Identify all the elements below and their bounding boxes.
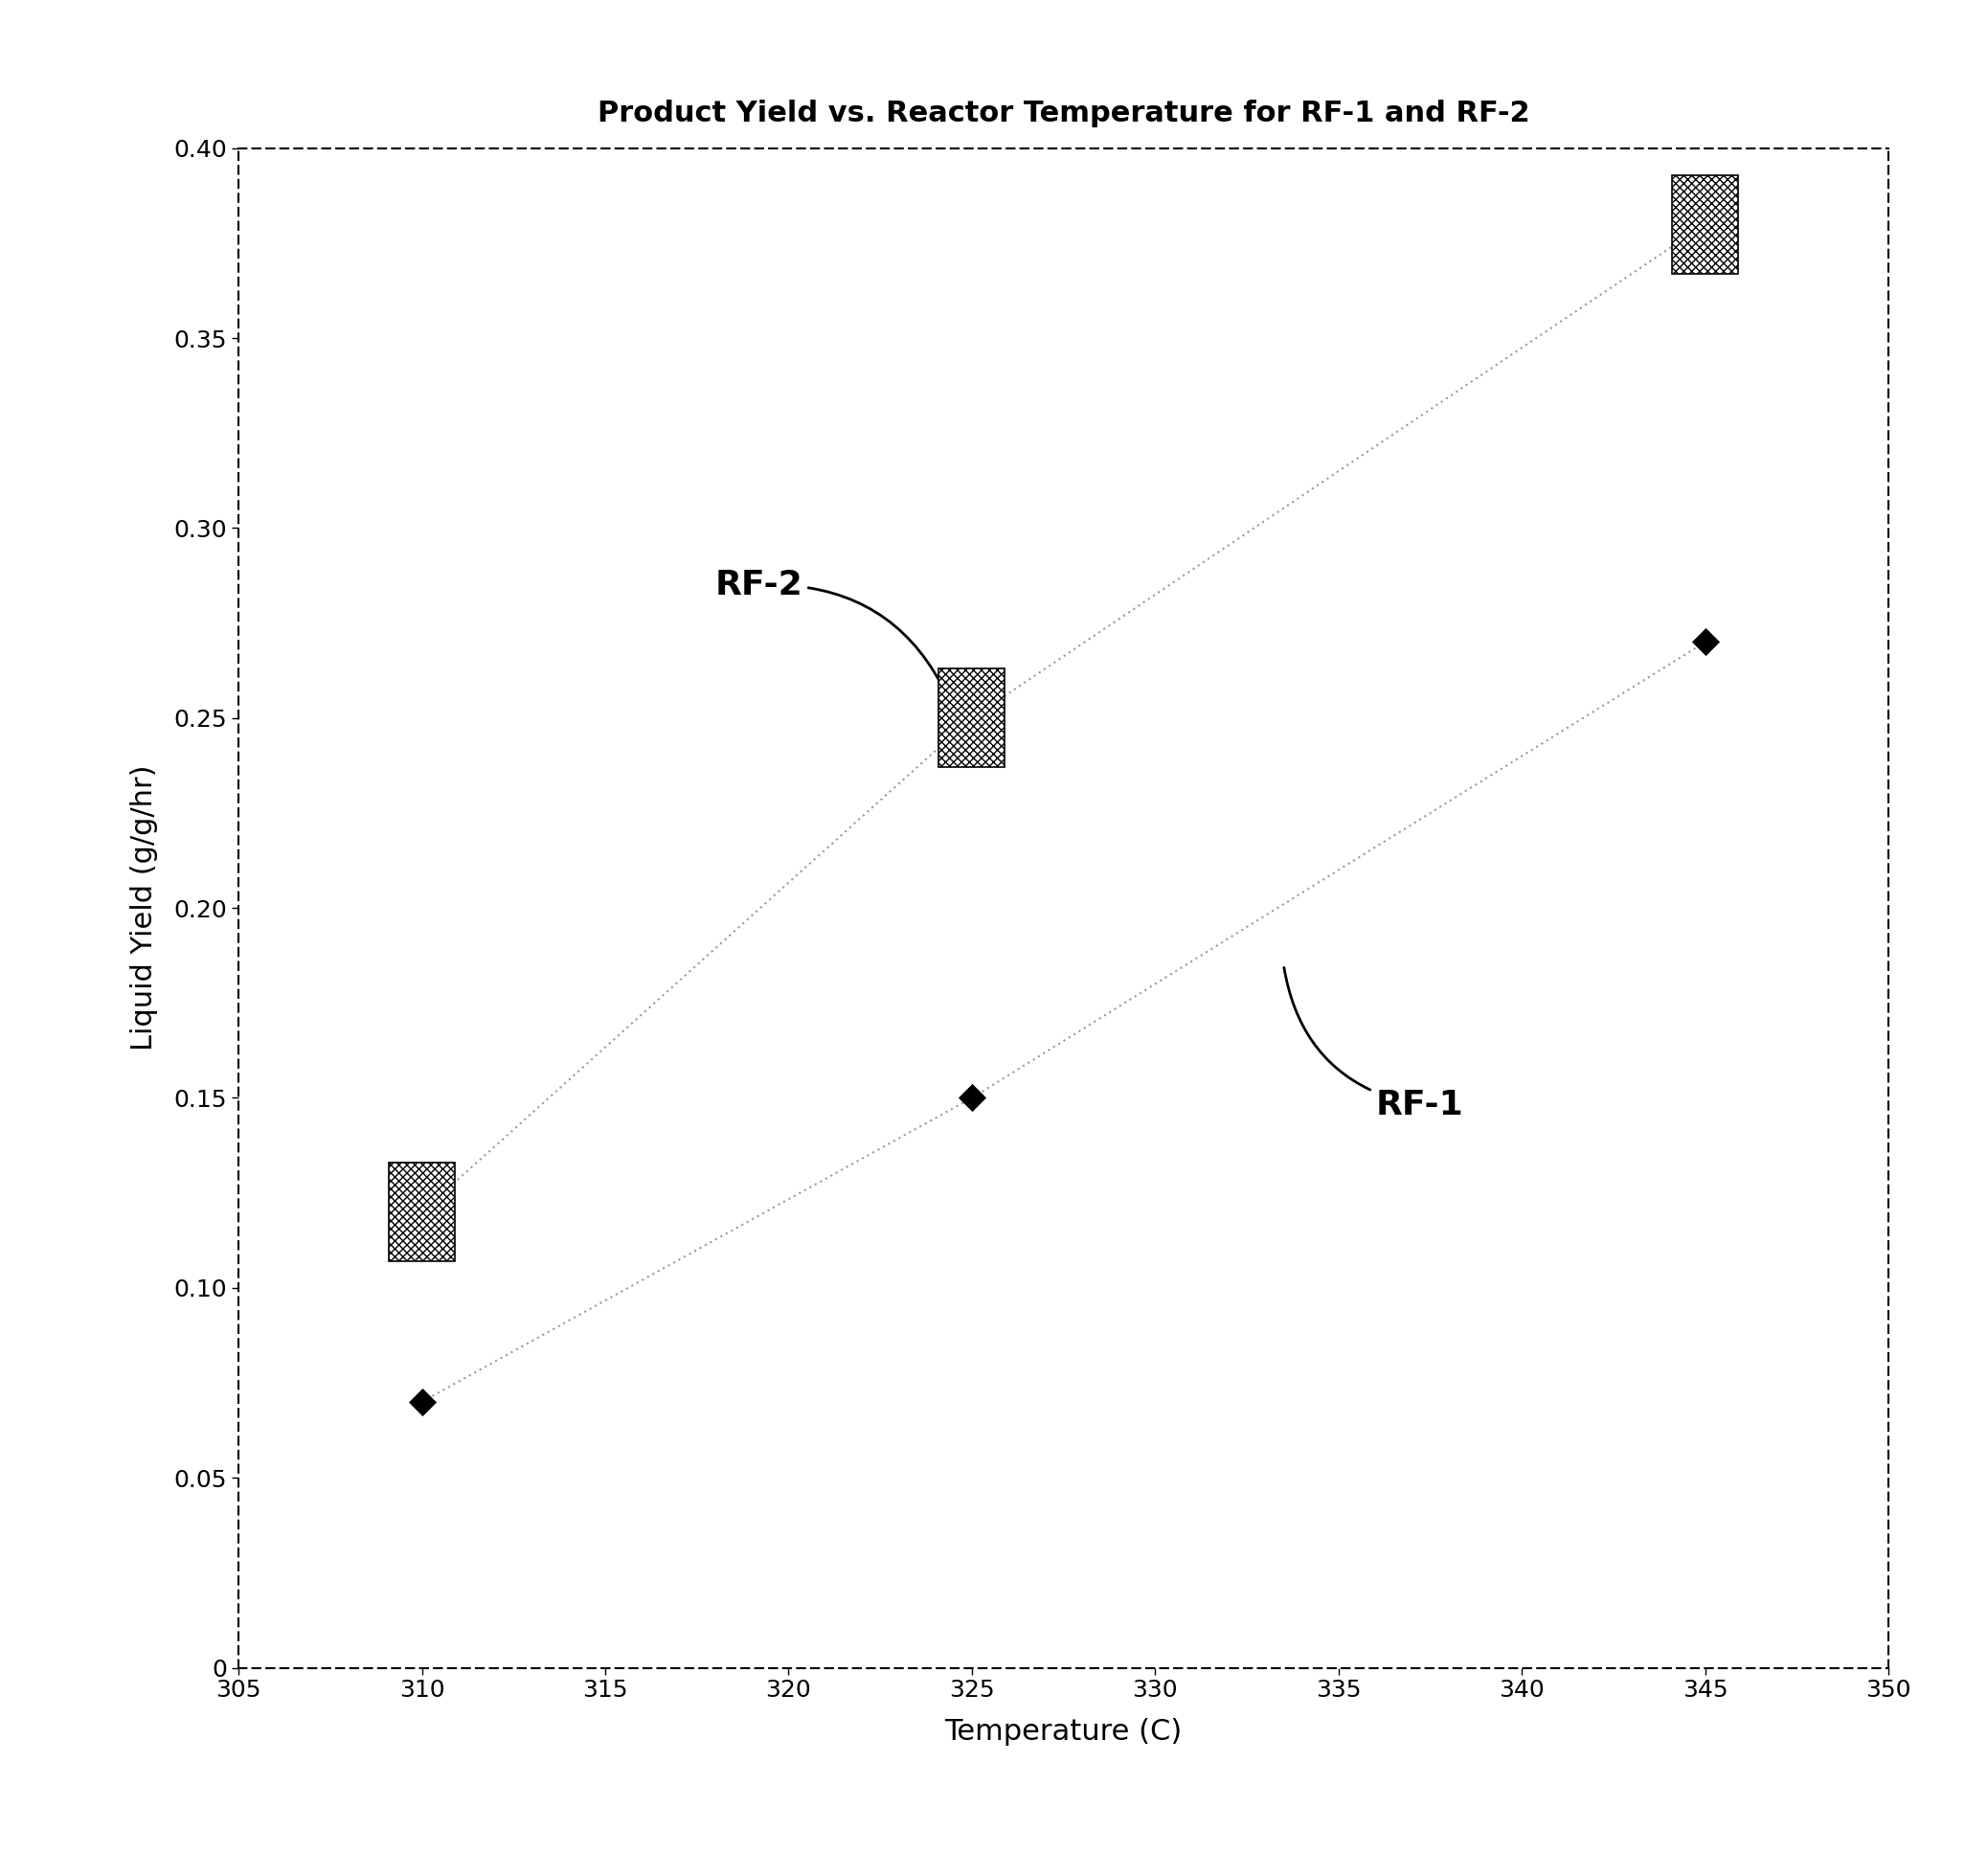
Point bbox=[406, 1386, 437, 1416]
Text: RF-1: RF-1 bbox=[1284, 967, 1463, 1121]
Point bbox=[956, 1082, 988, 1112]
Bar bbox=[1672, 174, 1738, 274]
Text: RF-2: RF-2 bbox=[716, 569, 952, 708]
Bar bbox=[938, 669, 1004, 767]
Y-axis label: Liquid Yield (g/g/hr): Liquid Yield (g/g/hr) bbox=[129, 765, 157, 1051]
Title: Product Yield vs. Reactor Temperature for RF-1 and RF-2: Product Yield vs. Reactor Temperature fo… bbox=[598, 100, 1529, 128]
Bar bbox=[390, 1162, 455, 1262]
Point bbox=[1690, 626, 1722, 656]
X-axis label: Temperature (C): Temperature (C) bbox=[944, 1718, 1183, 1746]
